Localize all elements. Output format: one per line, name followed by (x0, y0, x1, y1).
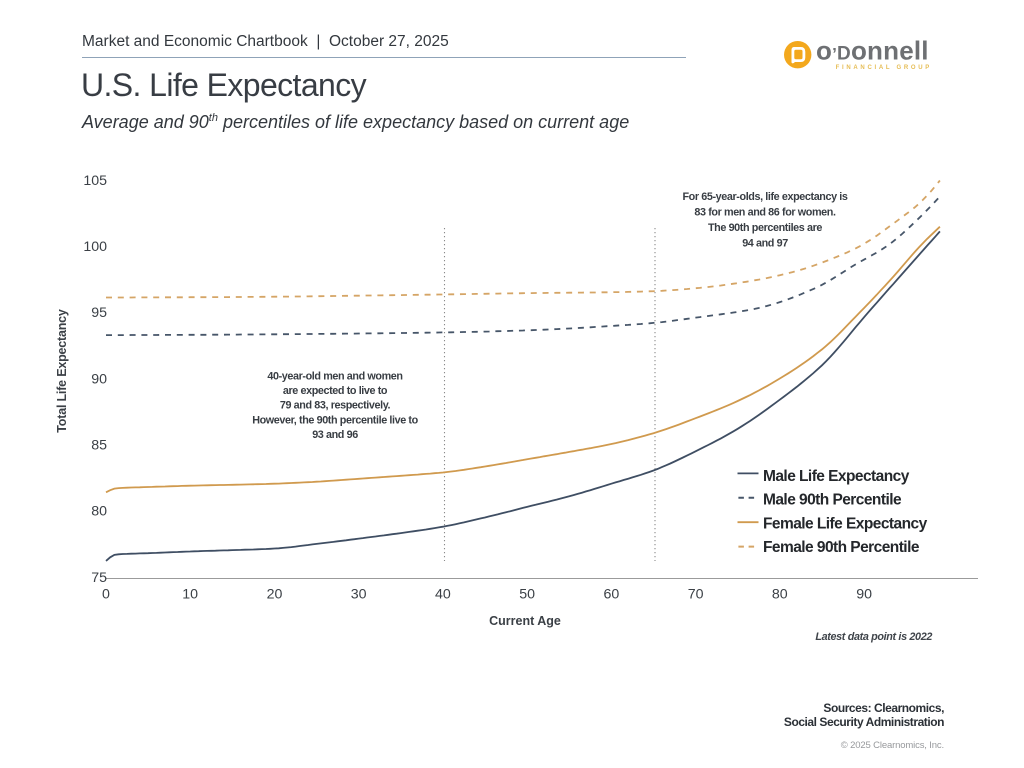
svg-text:100: 100 (83, 239, 107, 255)
svg-text:83 for men and 86 for women.: 83 for men and 86 for women. (694, 206, 836, 218)
svg-text:80: 80 (772, 586, 788, 602)
svg-text:60: 60 (604, 586, 620, 602)
svg-text:Total Life Expectancy: Total Life Expectancy (55, 309, 69, 433)
svg-text:40-year-old men and women: 40-year-old men and women (267, 370, 402, 382)
svg-text:90: 90 (856, 586, 872, 602)
svg-text:Male Life Expectancy: Male Life Expectancy (763, 468, 910, 485)
svg-text:40: 40 (435, 586, 451, 602)
svg-text:0: 0 (102, 586, 110, 602)
svg-text:94 and 97: 94 and 97 (742, 238, 788, 250)
svg-text:50: 50 (519, 586, 535, 602)
svg-text:However, the 90th percentile l: However, the 90th percentile live to (252, 414, 418, 426)
svg-text:are expected to live to: are expected to live to (283, 385, 388, 397)
svg-text:10: 10 (182, 586, 198, 602)
svg-text:Male 90th Percentile: Male 90th Percentile (763, 491, 902, 508)
svg-text:20: 20 (267, 586, 283, 602)
svg-text:70: 70 (688, 586, 704, 602)
svg-text:The 90th percentiles are: The 90th percentiles are (708, 222, 822, 234)
svg-text:80: 80 (91, 504, 107, 520)
svg-text:105: 105 (83, 173, 107, 189)
svg-text:Female Life Expectancy: Female Life Expectancy (763, 516, 928, 533)
svg-text:85: 85 (91, 438, 107, 454)
svg-text:75: 75 (91, 570, 107, 586)
svg-text:FINANCIAL GROUP: FINANCIAL GROUP (836, 65, 932, 71)
svg-text:30: 30 (351, 586, 367, 602)
svg-text:Female 90th Percentile: Female 90th Percentile (763, 539, 920, 556)
svg-text:79 and 83, respectively.: 79 and 83, respectively. (280, 400, 391, 412)
svg-text:90: 90 (91, 371, 107, 387)
svg-text:93 and 96: 93 and 96 (312, 429, 358, 441)
svg-text:95: 95 (91, 305, 107, 321)
svg-text:Current Age: Current Age (489, 614, 561, 628)
svg-text:For 65-year-olds, life expecta: For 65-year-olds, life expectancy is (682, 191, 847, 203)
